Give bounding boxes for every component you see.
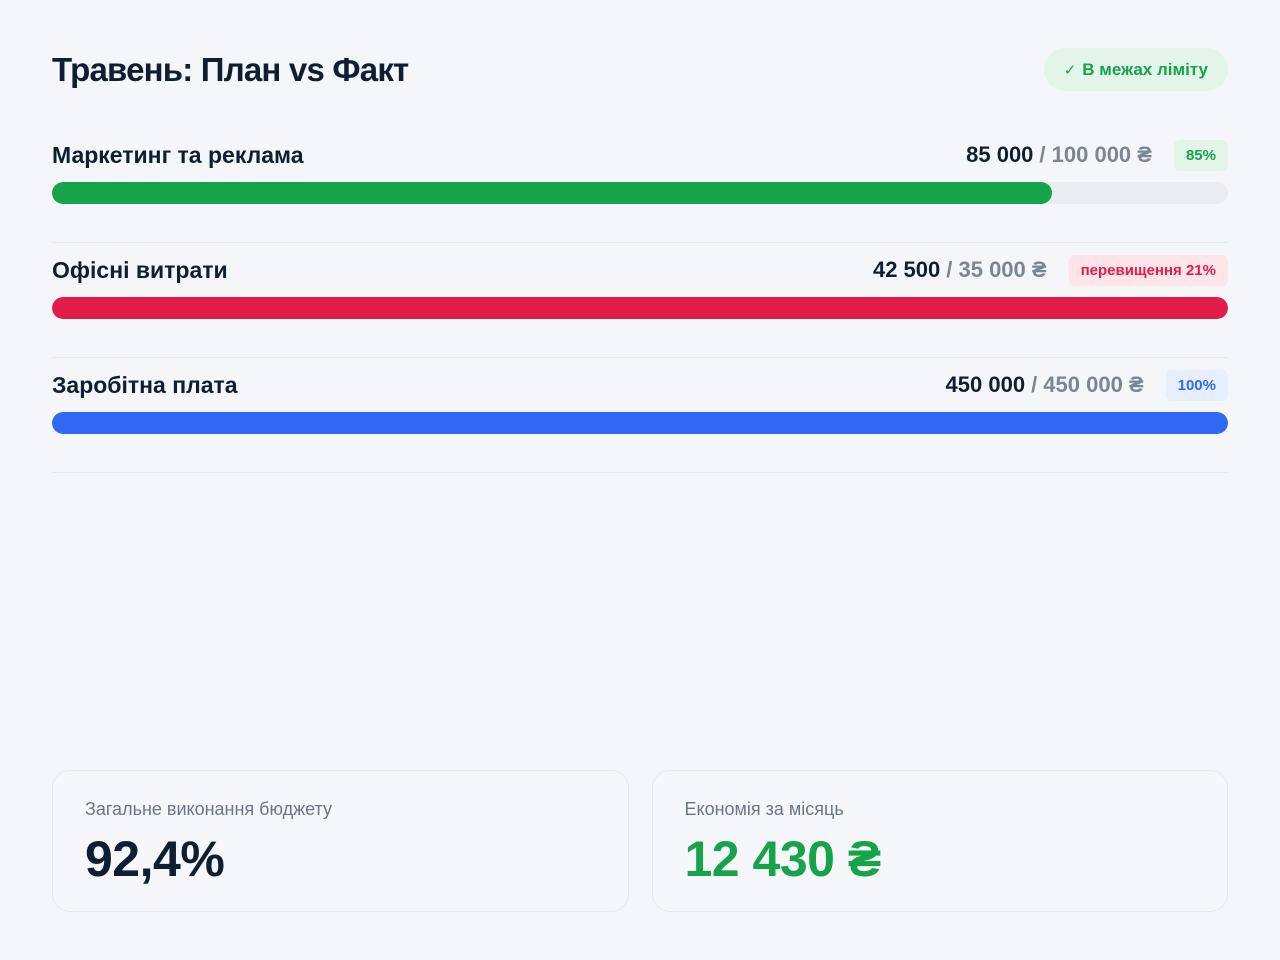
amount-actual: 42 500 [872, 257, 941, 282]
savings-card: Економія за місяць 12 430 ₴ [651, 770, 1228, 912]
row-label: Маркетинг та реклама [52, 141, 304, 168]
progress-track [52, 182, 1228, 204]
page-title: Травень: План vs Факт [52, 50, 409, 88]
percent-badge: 85% [1173, 139, 1228, 171]
budget-row-office: Офісні витрати 42 500 / 35 000 ₴ перевищ… [52, 243, 1228, 358]
overrun-badge: перевищення 21% [1068, 254, 1228, 286]
amount-plan: / 100 000 ₴ [1039, 142, 1152, 167]
budget-execution-card: Загальне виконання бюджету 92,4% [52, 770, 629, 912]
check-icon: ✓ [1063, 61, 1077, 79]
budget-rows: Маркетинг та реклама 85 000 / 100 000 ₴ … [52, 128, 1228, 473]
amount-plan: / 35 000 ₴ [946, 257, 1047, 282]
status-badge: ✓ В межах ліміту [1043, 48, 1228, 91]
progress-track [52, 297, 1228, 319]
budget-row-salary: Заробітна плата 450 000 / 450 000 ₴ 100% [52, 358, 1228, 473]
card-label: Загальне виконання бюджету [85, 799, 332, 819]
row-label: Офісні витрати [52, 256, 228, 283]
progress-track [52, 412, 1228, 434]
amount-plan: / 450 000 ₴ [1031, 372, 1144, 397]
page-header: Травень: План vs Факт ✓ В межах ліміту [52, 48, 1228, 91]
card-value: 92,4% [85, 831, 225, 887]
status-label: В межах ліміту [1082, 59, 1208, 79]
progress-fill [52, 412, 1228, 434]
amount-actual: 85 000 [966, 142, 1034, 167]
card-label: Економія за місяць [684, 799, 844, 819]
amount-actual: 450 000 [945, 372, 1026, 397]
percent-badge: 100% [1165, 369, 1228, 401]
summary-cards: Загальне виконання бюджету 92,4% Економі… [52, 770, 1228, 912]
card-value: 12 430 ₴ [684, 831, 882, 887]
budget-row-marketing: Маркетинг та реклама 85 000 / 100 000 ₴ … [52, 128, 1228, 243]
progress-fill [52, 182, 1052, 204]
progress-fill [52, 297, 1228, 319]
row-label: Заробітна плата [52, 371, 238, 398]
